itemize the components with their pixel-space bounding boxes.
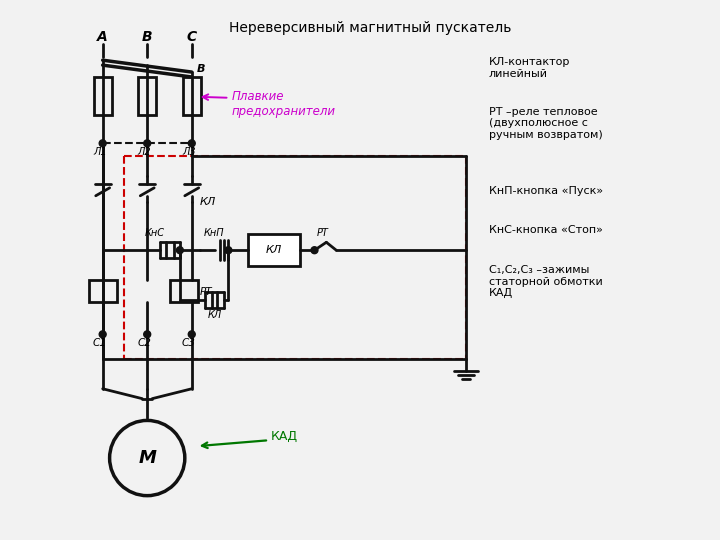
Text: Нереверсивный магнитный пускатель: Нереверсивный магнитный пускатель — [229, 21, 511, 35]
Text: С2: С2 — [138, 338, 151, 348]
Text: С1: С1 — [93, 338, 107, 348]
Text: С3: С3 — [182, 338, 196, 348]
Bar — [248, 234, 300, 266]
Text: КнС-кнопка «Стоп»: КнС-кнопка «Стоп» — [489, 226, 603, 235]
Text: КнС: КнС — [145, 228, 165, 239]
Text: КнП: КнП — [204, 228, 225, 239]
Circle shape — [144, 140, 150, 147]
Circle shape — [144, 331, 150, 338]
Text: В: В — [142, 30, 153, 44]
Text: РТ: РТ — [317, 228, 328, 239]
Bar — [183, 77, 201, 114]
Circle shape — [311, 247, 318, 254]
Text: С₁,С₂,С₃ –зажимы
статорной обмотки
КАД: С₁,С₂,С₃ –зажимы статорной обмотки КАД — [489, 265, 603, 298]
Circle shape — [189, 331, 195, 338]
Text: Л1: Л1 — [93, 147, 107, 157]
Circle shape — [189, 140, 195, 147]
Text: Л3: Л3 — [182, 147, 196, 157]
Text: Л2: Л2 — [138, 147, 151, 157]
Text: М: М — [138, 449, 156, 467]
Text: Плавкие
предохранители: Плавкие предохранители — [231, 90, 336, 118]
Bar — [89, 280, 117, 302]
Bar — [94, 77, 112, 114]
Text: В: В — [197, 64, 205, 74]
Text: КЛ-контактор
линейный: КЛ-контактор линейный — [489, 57, 570, 79]
Circle shape — [99, 331, 106, 338]
Text: КнП-кнопка «Пуск»: КнП-кнопка «Пуск» — [489, 186, 603, 196]
Text: КЛ: КЛ — [207, 309, 222, 320]
Text: С: С — [186, 30, 197, 44]
Text: КЛ: КЛ — [266, 245, 282, 255]
Text: РТ: РТ — [199, 287, 212, 297]
Text: РТ –реле тепловое
(двухполюсное с
ручным возвратом): РТ –реле тепловое (двухполюсное с ручным… — [489, 107, 603, 140]
Text: КЛ: КЛ — [199, 197, 216, 207]
Circle shape — [176, 247, 184, 254]
Circle shape — [99, 140, 106, 147]
Text: КАД: КАД — [271, 430, 298, 443]
Circle shape — [225, 247, 232, 254]
Text: А: А — [97, 30, 108, 44]
Bar — [138, 77, 156, 114]
Bar — [170, 280, 198, 302]
